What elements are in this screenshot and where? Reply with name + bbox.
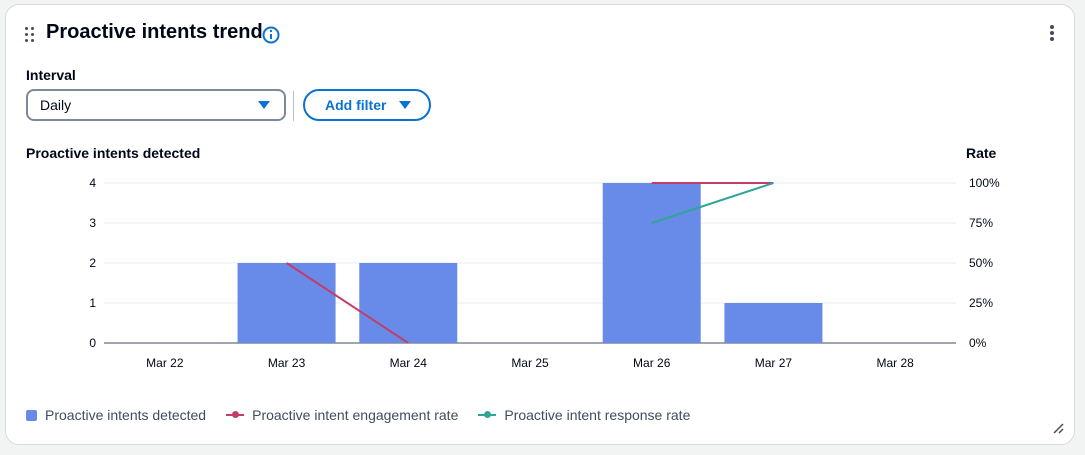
y-axis-title: Proactive intents detected <box>26 145 201 161</box>
legend-label: Proactive intent response rate <box>504 407 691 423</box>
y-tick-label: 2 <box>89 256 96 270</box>
x-tick-label: Mar 25 <box>511 356 549 370</box>
legend-swatch-line <box>478 411 497 418</box>
chart-legend: Proactive intents detected Proactive int… <box>26 407 710 423</box>
interval-select[interactable]: Daily <box>26 89 286 121</box>
x-tick-label: Mar 28 <box>876 356 914 370</box>
divider <box>293 91 294 121</box>
chart: 0 1 2 3 4 0% 25% 50% 75% 100% Mar 22 Mar 23 Mar 24 Ma… <box>89 176 1000 370</box>
y-tick-label: 0 <box>89 336 96 350</box>
interval-label: Interval <box>26 67 76 83</box>
bar <box>724 303 823 343</box>
widget-title: Proactive intents trend <box>46 21 263 43</box>
y-tick-label: 4 <box>89 176 96 190</box>
caret-down-icon <box>399 101 411 109</box>
y2-tick-label: 25% <box>969 296 993 310</box>
caret-down-icon <box>258 101 270 109</box>
legend-swatch-line <box>226 411 245 418</box>
legend-item-response-rate[interactable]: Proactive intent response rate <box>478 407 690 423</box>
interval-select-value: Daily <box>40 97 72 113</box>
y-tick-label: 3 <box>89 216 96 230</box>
engagement-rate-line <box>286 262 409 344</box>
info-icon[interactable] <box>262 26 280 44</box>
x-tick-label: Mar 22 <box>146 356 184 370</box>
bar <box>359 263 458 343</box>
legend-item-engagement-rate[interactable]: Proactive intent engagement rate <box>226 407 458 423</box>
bar <box>237 263 336 343</box>
resize-handle-icon[interactable] <box>1052 422 1064 434</box>
y2-tick-label: 75% <box>969 216 993 230</box>
y2-tick-label: 100% <box>969 176 1000 190</box>
response-rate-line <box>651 182 774 224</box>
x-tick-label: Mar 24 <box>390 356 428 370</box>
legend-item-intents-detected[interactable]: Proactive intents detected <box>26 407 206 423</box>
y2-axis-title: Rate <box>966 145 997 161</box>
x-tick-label: Mar 26 <box>633 356 671 370</box>
y2-tick-label: 0% <box>969 336 987 350</box>
more-vertical-icon[interactable] <box>1046 23 1058 43</box>
drag-handle-icon[interactable] <box>25 27 35 43</box>
legend-label: Proactive intents detected <box>45 407 207 423</box>
add-filter-label: Add filter <box>325 97 387 113</box>
y2-tick-label: 50% <box>969 256 993 270</box>
bar <box>602 183 701 343</box>
legend-swatch-bar <box>26 409 37 421</box>
widget-card: Proactive intents trend Interval Daily A… <box>5 4 1075 445</box>
add-filter-button[interactable]: Add filter <box>303 89 431 121</box>
x-tick-label: Mar 27 <box>755 356 793 370</box>
x-tick-label: Mar 23 <box>268 356 306 370</box>
legend-label: Proactive intent engagement rate <box>252 407 459 423</box>
y-tick-label: 1 <box>89 296 96 310</box>
